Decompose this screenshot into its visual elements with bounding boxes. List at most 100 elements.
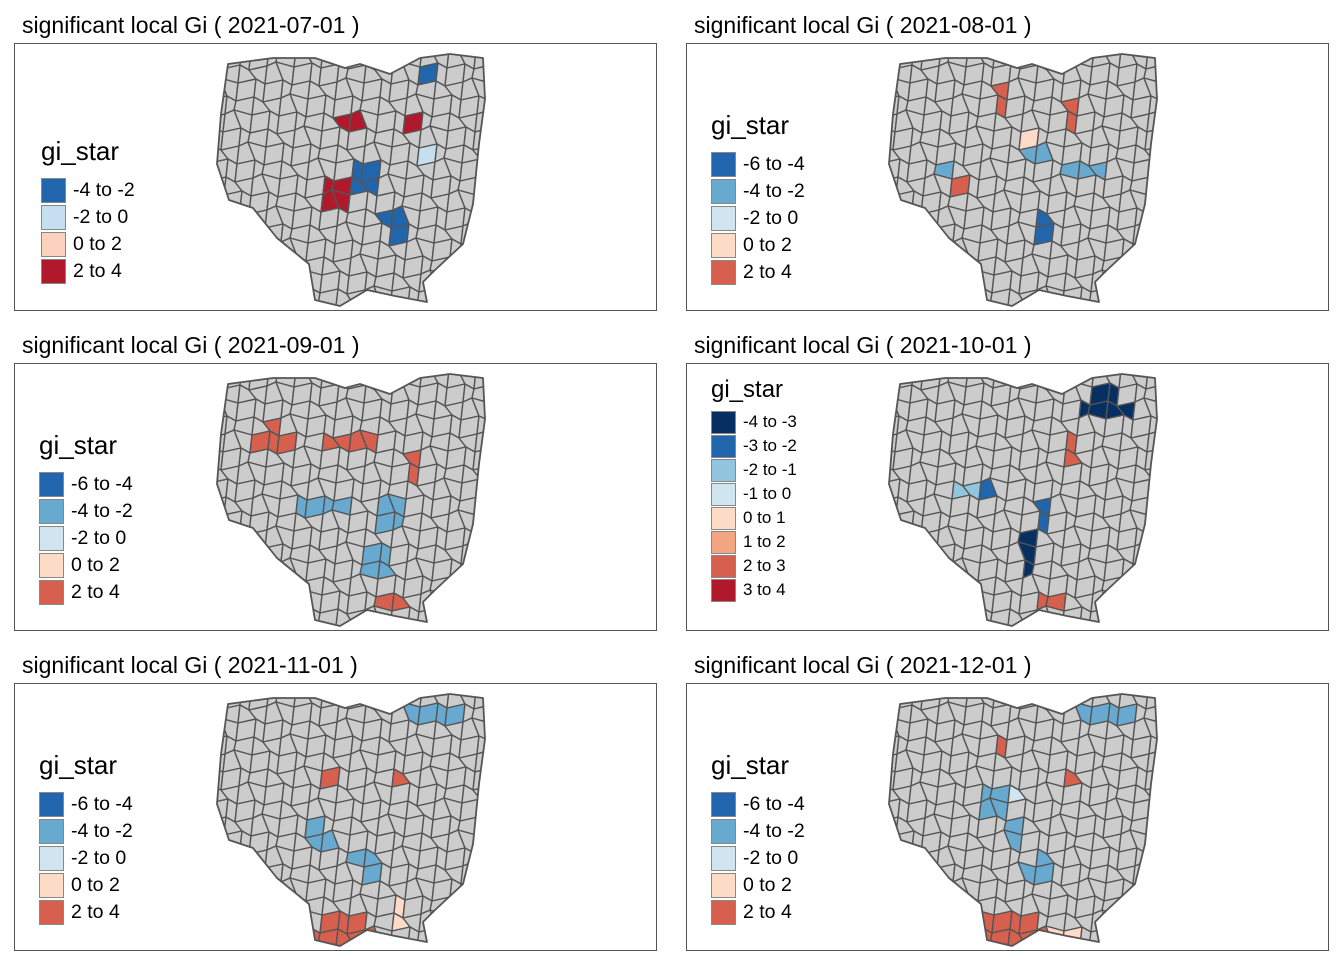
map-panel-2021-09-01: significant local Gi ( 2021-09-01 ) gi_s…	[14, 320, 657, 632]
map-frame: gi_star -4 to -3 -3 to -2 -2 to -1 -1 to…	[686, 363, 1329, 631]
legend-swatch	[41, 232, 66, 257]
map-panel-2021-07-01: significant local Gi ( 2021-07-01 ) gi_s…	[14, 0, 657, 312]
legend-label: -4 to -2	[73, 179, 135, 201]
district-polygon	[1046, 374, 1068, 391]
legend: gi_star -6 to -4 -4 to -2 -2 to 0 0 to 2…	[711, 750, 805, 926]
legend-swatch	[711, 434, 736, 458]
legend-item: -4 to -2	[41, 177, 135, 204]
legend-label: -2 to 0	[71, 527, 127, 549]
district-polygon	[239, 510, 252, 535]
districts	[889, 54, 1157, 306]
district-polygon	[248, 849, 268, 869]
districts	[889, 694, 1157, 946]
legend-item: -6 to -4	[39, 471, 133, 498]
district-polygon	[1046, 54, 1068, 71]
city-outline	[216, 373, 486, 627]
district-map	[888, 693, 1158, 947]
legend-item: -2 to -1	[711, 458, 797, 482]
panel-title: significant local Gi ( 2021-12-01 )	[694, 652, 1032, 678]
district-polygon	[1090, 269, 1110, 293]
legend-title: gi_star	[711, 110, 790, 140]
map-frame: gi_star -6 to -4 -4 to -2 -2 to 0 0 to 2…	[14, 363, 657, 631]
district-polygon	[221, 830, 243, 854]
district-map	[216, 693, 486, 947]
legend-swatch	[711, 233, 736, 258]
panel-title: significant local Gi ( 2021-11-01 )	[22, 652, 358, 678]
legend-swatch	[711, 846, 736, 871]
legend-label: 0 to 2	[743, 234, 792, 256]
legend-item: 2 to 4	[39, 899, 133, 926]
district-map	[888, 53, 1158, 307]
legend-label: 0 to 1	[743, 508, 786, 527]
legend-item: -6 to -4	[39, 791, 133, 818]
district-polygon	[1090, 909, 1110, 933]
city-outline	[888, 53, 1158, 307]
district-polygon	[1145, 694, 1157, 710]
district-polygon	[920, 529, 940, 549]
panel-title: significant local Gi ( 2021-07-01 )	[22, 12, 360, 38]
legend-swatch	[711, 900, 736, 925]
legend-swatch	[711, 554, 736, 578]
map-frame: gi_star -6 to -4 -4 to -2 -2 to 0 0 to 2…	[14, 683, 657, 951]
legend-title: gi_star	[41, 136, 120, 166]
map-frame: gi_star -6 to -4 -4 to -2 -2 to 0 0 to 2…	[686, 43, 1329, 311]
legend-item: -3 to -2	[711, 434, 797, 458]
districts	[217, 54, 485, 306]
legend-swatch	[39, 792, 64, 817]
legend-label: -6 to -4	[743, 793, 805, 815]
district-polygon	[473, 54, 485, 70]
panel-title: significant local Gi ( 2021-10-01 )	[694, 332, 1032, 358]
map-frame: gi_star -6 to -4 -4 to -2 -2 to 0 0 to 2…	[686, 683, 1329, 951]
legend-label: 2 to 4	[73, 260, 122, 282]
legend-swatch	[41, 259, 66, 284]
panel-title: significant local Gi ( 2021-09-01 )	[22, 332, 360, 358]
legend-item: -4 to -2	[39, 498, 133, 525]
district-polygon	[934, 543, 956, 567]
district-map	[216, 373, 486, 627]
legend-swatch	[41, 178, 66, 203]
legend-swatch	[711, 206, 736, 231]
district-polygon	[458, 879, 480, 903]
districts	[217, 374, 485, 626]
legend-label: -2 to -1	[743, 460, 797, 479]
legend-swatch	[711, 578, 736, 602]
legend-swatch	[711, 458, 736, 482]
legend-item: 2 to 3	[711, 554, 797, 578]
district-polygon	[1145, 374, 1157, 390]
city-outline	[888, 693, 1158, 947]
district-polygon	[911, 830, 924, 855]
district-map	[216, 53, 486, 307]
legend-title: gi_star	[39, 430, 118, 460]
panel-title: significant local Gi ( 2021-08-01 )	[694, 12, 1032, 38]
legend-item: -2 to 0	[39, 845, 133, 872]
legend-swatch	[711, 506, 736, 530]
district-polygon	[920, 849, 940, 869]
legend-item: 0 to 2	[39, 552, 133, 579]
legend-item: -4 to -2	[711, 178, 805, 205]
district-polygon	[473, 374, 485, 390]
district-polygon	[221, 510, 243, 534]
legend-item: -2 to 0	[39, 525, 133, 552]
districts	[889, 374, 1157, 626]
legend-label: 2 to 4	[71, 581, 120, 603]
legend-label: -6 to -4	[71, 473, 133, 495]
legend-label: 0 to 2	[71, 874, 120, 896]
legend-swatch	[711, 179, 736, 204]
legend-swatch	[711, 152, 736, 177]
district-polygon	[221, 190, 243, 214]
district-polygon	[934, 223, 956, 247]
legend-title: gi_star	[711, 376, 784, 403]
legend-item: 3 to 4	[711, 578, 797, 602]
legend-swatch	[711, 482, 736, 506]
map-panel-2021-11-01: significant local Gi ( 2021-11-01 ) gi_s…	[14, 640, 657, 952]
district-polygon	[920, 209, 940, 229]
legend-swatch	[711, 260, 736, 285]
map-panel-2021-12-01: significant local Gi ( 2021-12-01 ) gi_s…	[686, 640, 1329, 952]
legend-item: -4 to -2	[711, 818, 805, 845]
legend-label: 2 to 4	[743, 901, 792, 923]
legend-label: -6 to -4	[71, 793, 133, 815]
district-polygon	[1090, 589, 1110, 613]
legend: gi_star -4 to -3 -3 to -2 -2 to -1 -1 to…	[711, 376, 797, 602]
legend-label: 0 to 2	[71, 554, 120, 576]
district-polygon	[248, 529, 268, 549]
